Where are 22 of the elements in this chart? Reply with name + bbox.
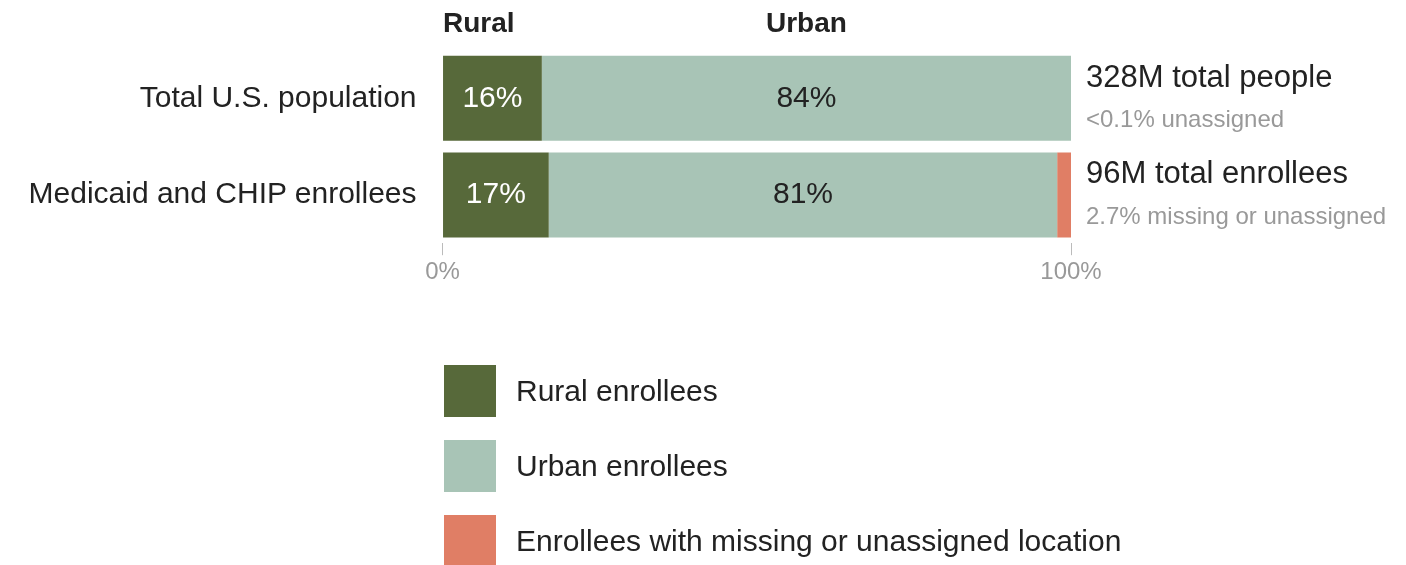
bar bbox=[1057, 152, 1071, 238]
bar bbox=[541, 55, 1071, 141]
bar bbox=[548, 152, 1058, 238]
text: 96M total enrollees bbox=[1086, 155, 1348, 191]
bar bbox=[443, 55, 542, 141]
y-tick-label: Medicaid and CHIP enrollees bbox=[28, 176, 417, 210]
bar bbox=[443, 152, 549, 238]
text: 2.7% missing or unassigned bbox=[1086, 201, 1387, 229]
text: <0.1% unassigned bbox=[1086, 104, 1285, 132]
text: 328M total people bbox=[1086, 58, 1333, 94]
text: Rural bbox=[443, 6, 515, 38]
legend-label: Urban enrollees bbox=[516, 449, 728, 483]
legend-label: Enrollees with missing or unassigned location bbox=[516, 524, 1122, 558]
data-label: 16% bbox=[462, 79, 523, 113]
legend-label: Rural enrollees bbox=[516, 374, 718, 408]
data-label: 81% bbox=[772, 176, 833, 210]
x-tick-label: 100% bbox=[1040, 257, 1102, 285]
y-tick-label: Total U.S. population bbox=[139, 79, 417, 113]
x-tick-label: 0% bbox=[425, 257, 460, 285]
text: Urban bbox=[765, 6, 847, 38]
data-label: 17% bbox=[465, 176, 526, 210]
data-label: 84% bbox=[776, 79, 837, 113]
